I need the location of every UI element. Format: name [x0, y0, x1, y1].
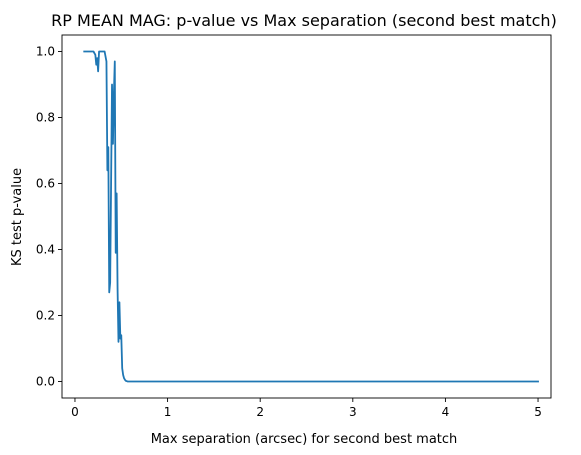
y-axis-label: KS test p-value	[10, 168, 25, 266]
y-tick-label: 0.2	[36, 309, 55, 323]
y-tick-label: 0.8	[36, 111, 55, 125]
plot-frame	[61, 34, 552, 399]
x-axis-label: Max separation (arcsec) for second best …	[151, 432, 458, 447]
x-tick-label: 0	[71, 405, 79, 419]
chart-title: RP MEAN MAG: p-value vs Max separation (…	[51, 11, 557, 30]
x-axis-ticks: 0 1 2 3 4 5	[71, 398, 542, 419]
y-tick-label: 0.4	[36, 243, 55, 257]
x-tick-label: 4	[442, 405, 450, 419]
y-tick-label: 0.6	[36, 177, 55, 191]
x-tick-label: 5	[534, 405, 542, 419]
y-tick-label: 0.0	[36, 375, 55, 389]
plot-area	[61, 34, 552, 399]
y-tick-label: 1.0	[36, 45, 55, 59]
series-line	[83, 50, 539, 383]
x-tick-label: 1	[164, 405, 172, 419]
y-axis-ticks: 0.0 0.2 0.4 0.6 0.8 1.0	[36, 45, 62, 389]
x-tick-label: 2	[256, 405, 264, 419]
x-tick-label: 3	[349, 405, 357, 419]
